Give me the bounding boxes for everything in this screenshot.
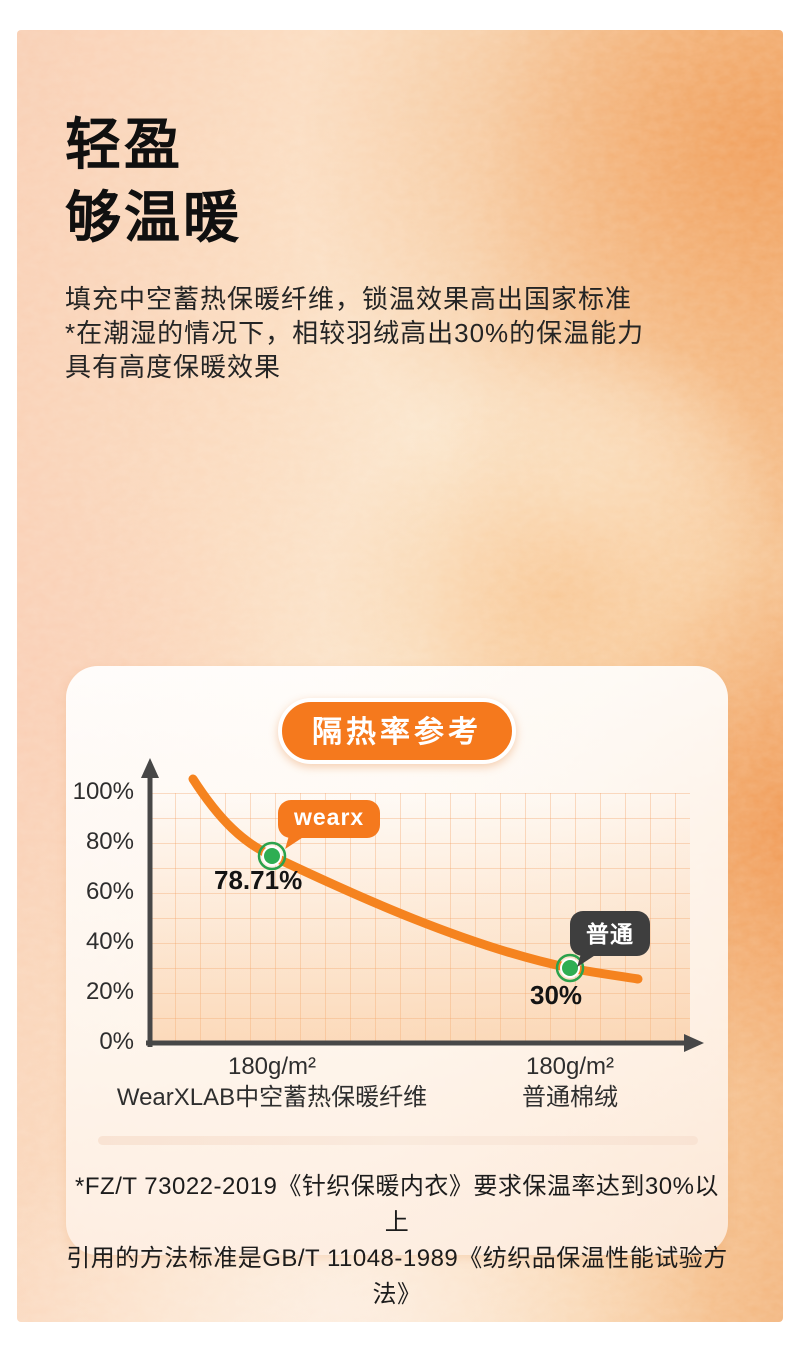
y-tick-label: 20% <box>85 978 134 1005</box>
description-line: 填充中空蓄热保暖纤维，锁温效果高出国家标准 <box>65 284 633 314</box>
point-value-wearx: 78.71% <box>214 865 303 895</box>
card-divider <box>98 1136 698 1145</box>
description-line: 具有高度保暖效果 <box>65 352 282 382</box>
x-category-wearxlab: 180g/m² WearXLAB中空蓄热保暖纤维 <box>112 1053 432 1114</box>
y-tick-label: 80% <box>85 828 134 855</box>
y-tick-label: 60% <box>85 878 134 905</box>
fleece-background-photo: 轻盈 够温暖 填充中空蓄热保暖纤维，锁温效果高出国家标准 *在潮湿的情况下，相较… <box>17 30 783 1322</box>
product-description: 填充中空蓄热保暖纤维，锁温效果高出国家标准 *在潮湿的情况下，相较羽绒高出30%… <box>65 282 644 384</box>
standards-footnote: *FZ/T 73022-2019《针织保暖内衣》要求保温率达到30%以上 引用的… <box>66 1169 728 1313</box>
footnote-line: *FZ/T 73022-2019《针织保暖内衣》要求保温率达到30%以上 <box>75 1173 719 1236</box>
insulation-rate-card: 隔热率参考 <box>66 666 730 1308</box>
callout-bubble-regular: 普通 <box>570 911 650 956</box>
description-line: *在潮湿的情况下，相较羽绒高出30%的保温能力 <box>65 318 645 348</box>
x-category-name: WearXLAB中空蓄热保暖纤维 <box>116 1084 428 1111</box>
x-category-weight: 180g/m² <box>525 1053 615 1080</box>
y-tick-label: 100% <box>72 778 134 805</box>
footnote-line: 引用的方法标准是GB/T 11048-1989《纺织品保温性能试验方法》 <box>66 1245 728 1308</box>
point-value-regular: 30% <box>530 980 583 1010</box>
callout-bubble-wearx: wearx <box>278 800 381 838</box>
page-title: 轻盈 够温暖 <box>65 108 242 254</box>
chart-title-badge: 隔热率参考 <box>278 698 516 764</box>
x-category-weight: 180g/m² <box>227 1053 317 1080</box>
y-axis-arrow-icon <box>141 758 159 778</box>
page-title-line1: 轻盈 <box>65 113 183 176</box>
y-tick-label: 40% <box>85 928 134 955</box>
page-title-line2: 够温暖 <box>65 186 242 249</box>
x-category-regular: 180g/m² 普通棉绒 <box>410 1053 730 1114</box>
y-tick-label: 0% <box>99 1028 134 1055</box>
x-category-name: 普通棉绒 <box>522 1084 618 1111</box>
